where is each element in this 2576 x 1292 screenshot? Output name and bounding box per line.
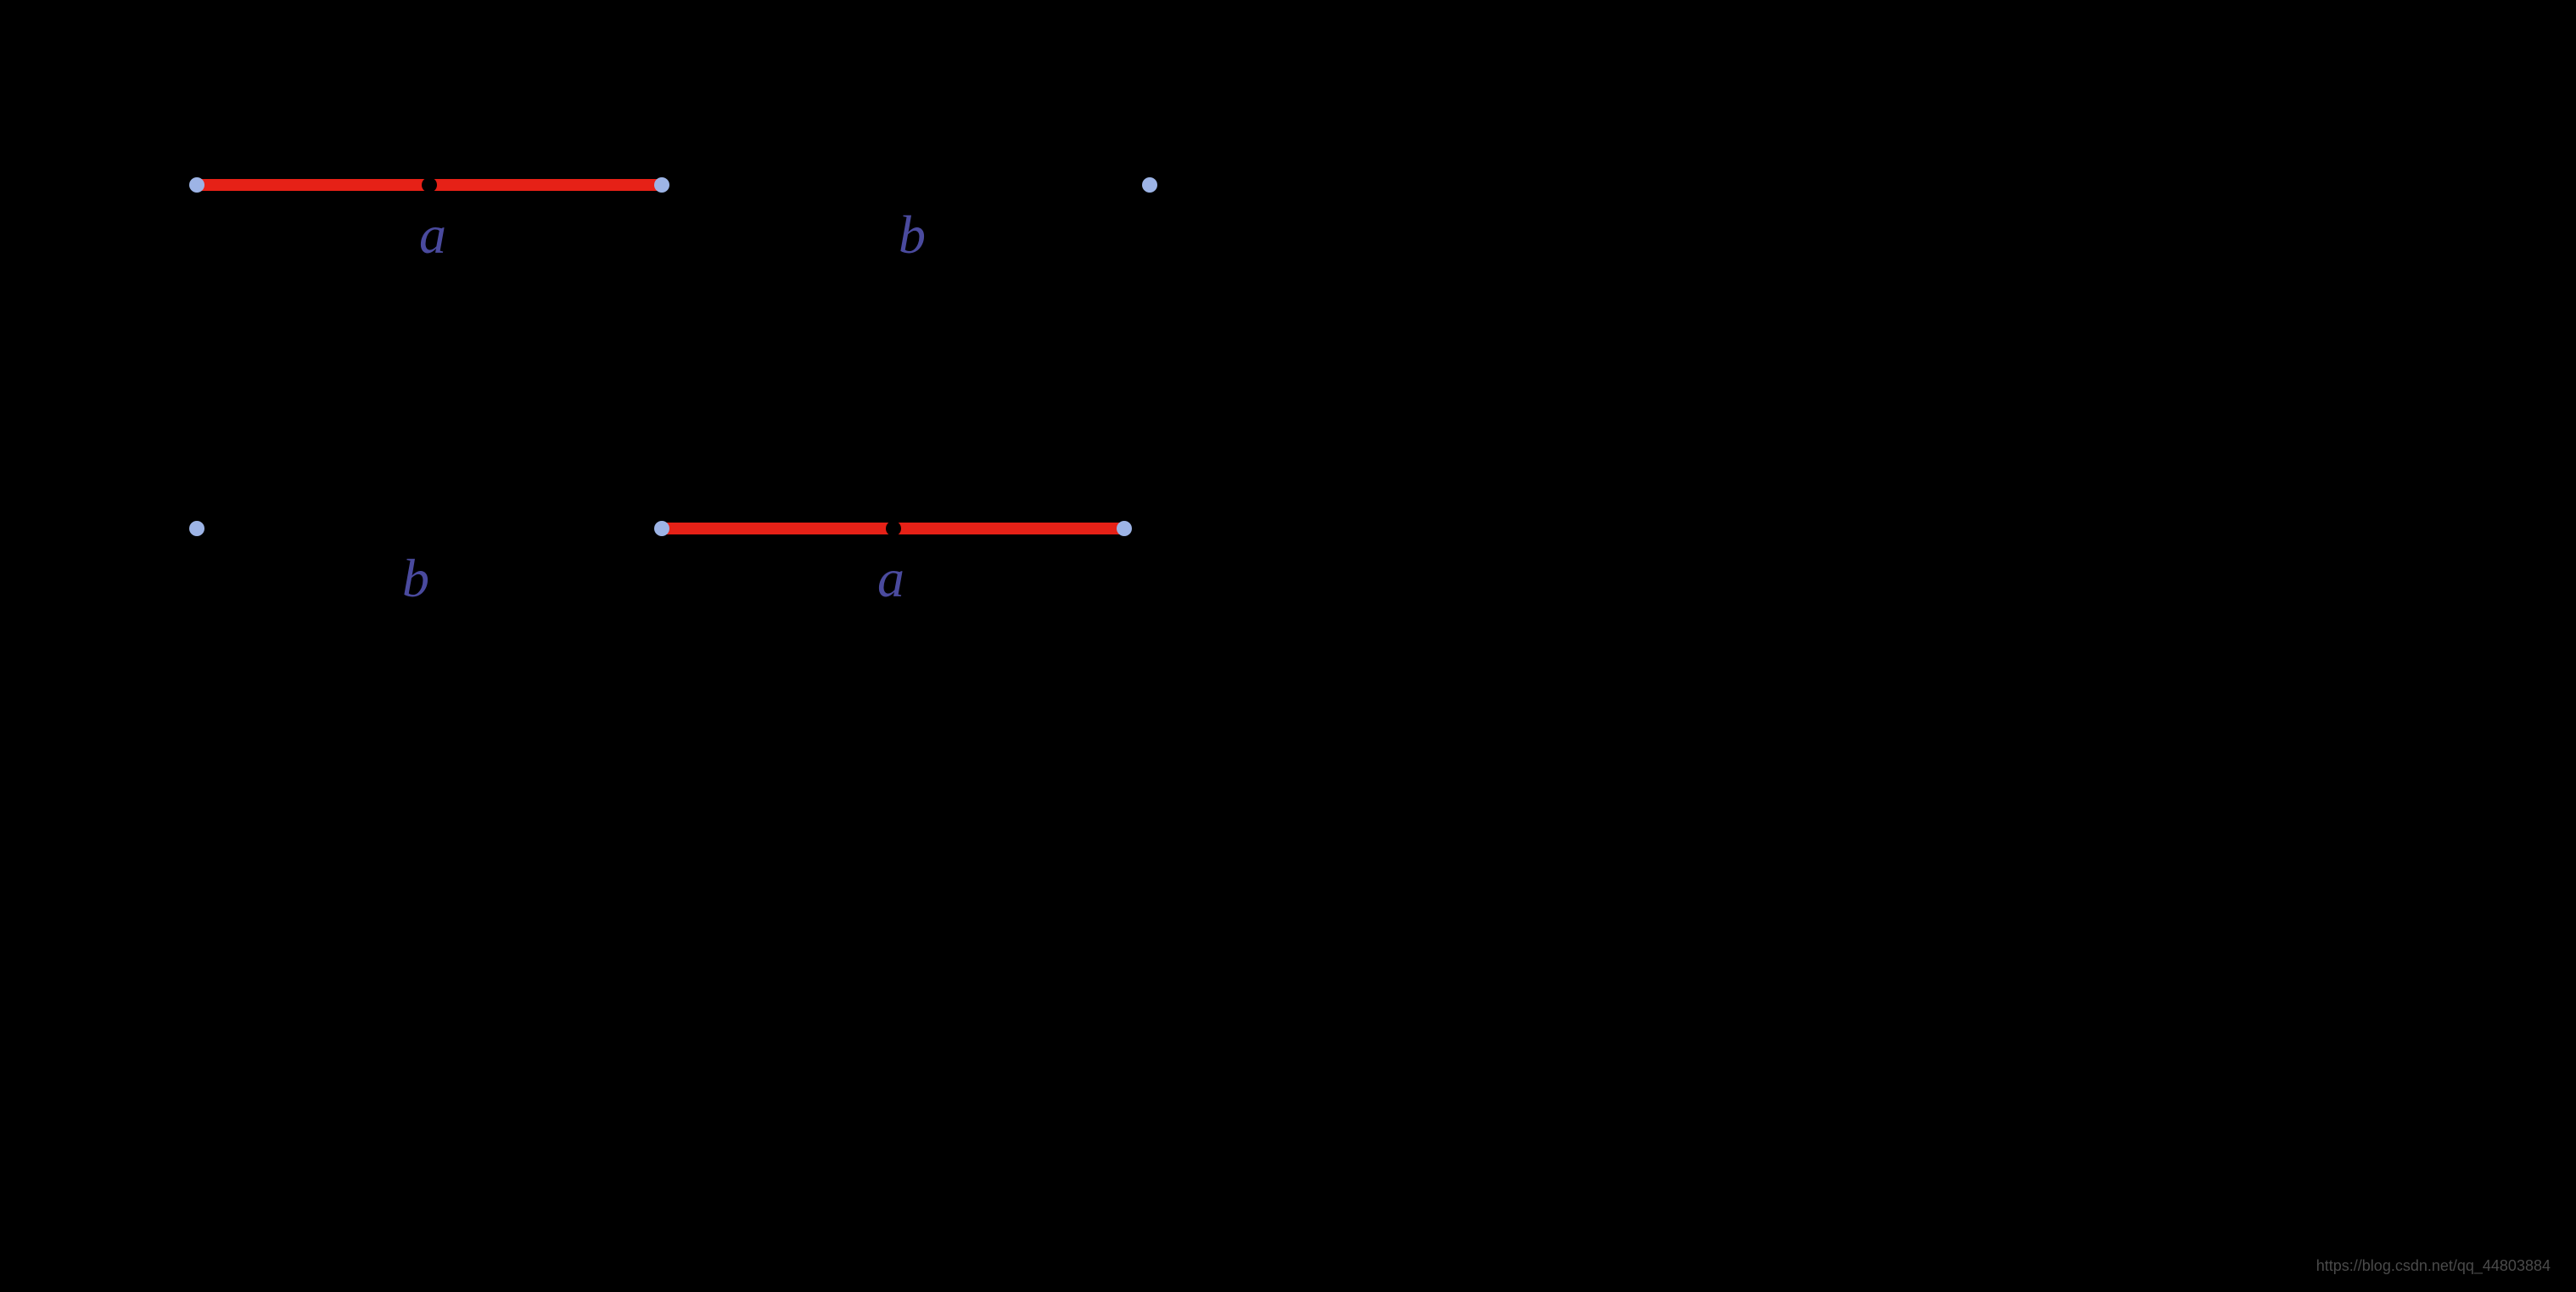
watermark-text: https://blog.csdn.net/qq_44803884	[2316, 1257, 2551, 1275]
midpoint-dot	[422, 177, 437, 193]
diagram-stage: https://blog.csdn.net/qq_44803884 a b b a	[0, 0, 2576, 1292]
endpoint-dot	[1142, 177, 1157, 193]
endpoint-dot	[654, 521, 669, 536]
segment-label: a	[877, 547, 904, 610]
segment-label: b	[899, 204, 926, 266]
midpoint-dot	[886, 521, 901, 536]
endpoint-dot	[189, 177, 204, 193]
endpoint-dot	[189, 521, 204, 536]
endpoint-dot	[1117, 521, 1132, 536]
endpoint-dot	[654, 177, 669, 193]
segment-label: b	[402, 547, 429, 610]
segment-label: a	[419, 204, 446, 266]
